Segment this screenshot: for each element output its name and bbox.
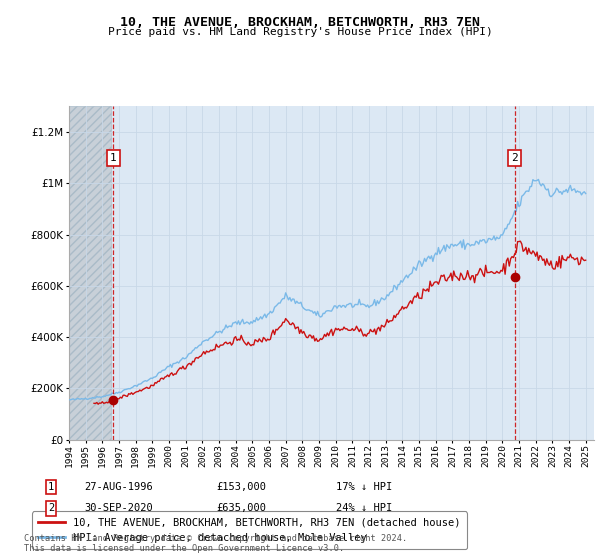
Text: 2: 2 (511, 153, 518, 163)
Text: 10, THE AVENUE, BROCKHAM, BETCHWORTH, RH3 7EN: 10, THE AVENUE, BROCKHAM, BETCHWORTH, RH… (120, 16, 480, 29)
Text: 17% ↓ HPI: 17% ↓ HPI (336, 482, 392, 492)
Text: £635,000: £635,000 (216, 503, 266, 514)
Text: Price paid vs. HM Land Registry's House Price Index (HPI): Price paid vs. HM Land Registry's House … (107, 27, 493, 37)
Text: 27-AUG-1996: 27-AUG-1996 (84, 482, 153, 492)
Text: 2: 2 (48, 503, 54, 514)
Text: 1: 1 (110, 153, 116, 163)
Bar (69, 106, 112, 440)
Legend: 10, THE AVENUE, BROCKHAM, BETCHWORTH, RH3 7EN (detached house), HPI: Average pri: 10, THE AVENUE, BROCKHAM, BETCHWORTH, RH… (32, 511, 467, 549)
Text: £153,000: £153,000 (216, 482, 266, 492)
Text: 24% ↓ HPI: 24% ↓ HPI (336, 503, 392, 514)
Text: 1: 1 (48, 482, 54, 492)
Text: Contains HM Land Registry data © Crown copyright and database right 2024.
This d: Contains HM Land Registry data © Crown c… (24, 534, 407, 553)
Text: 30-SEP-2020: 30-SEP-2020 (84, 503, 153, 514)
